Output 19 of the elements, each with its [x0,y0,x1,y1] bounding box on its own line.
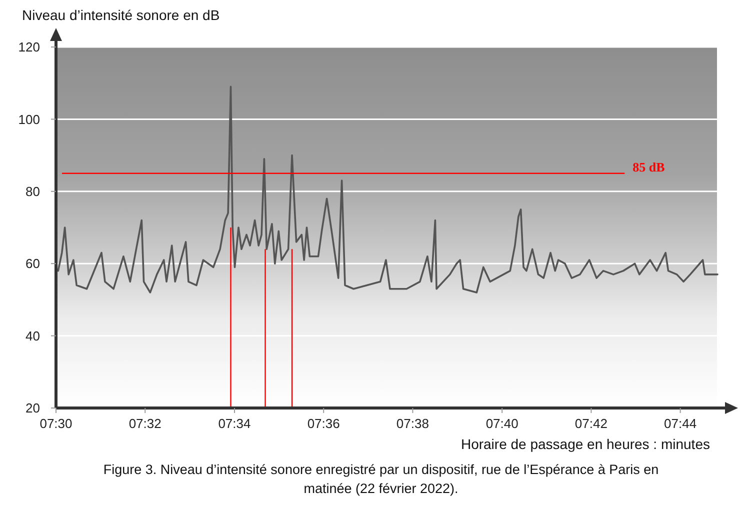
y-tick-label: 60 [26,256,40,272]
x-tick-label: 07:34 [218,416,251,431]
x-tick-label: 07:36 [307,416,340,431]
x-tick-label: 07:30 [40,416,72,431]
x-tick-label: 07:44 [664,416,697,431]
ref-line-label: 85 dB [632,159,666,174]
x-tick-label: 07:32 [128,416,162,431]
x-axis-title: Horaire de passage en heures : minutes [460,436,710,452]
y-tick-label: 20 [26,400,40,416]
x-tick-label: 07:40 [486,416,518,431]
y-tick-label: 80 [26,184,40,199]
y-tick-label: 40 [26,328,40,344]
x-tick-label: 07:42 [574,416,608,431]
y-axis-title: Niveau d’intensité sonore en dB [22,7,220,23]
y-tick-label: 120 [18,40,40,55]
y-tick-label: 100 [18,112,40,127]
x-tick-label: 07:38 [396,416,429,431]
caption: Figure 3. Niveau d’intensité sonore enregistré par un dispositif, rue de l’Espérance à Paris en matinée (22 février 2022). [103,462,659,496]
line-series [57,86,718,294]
